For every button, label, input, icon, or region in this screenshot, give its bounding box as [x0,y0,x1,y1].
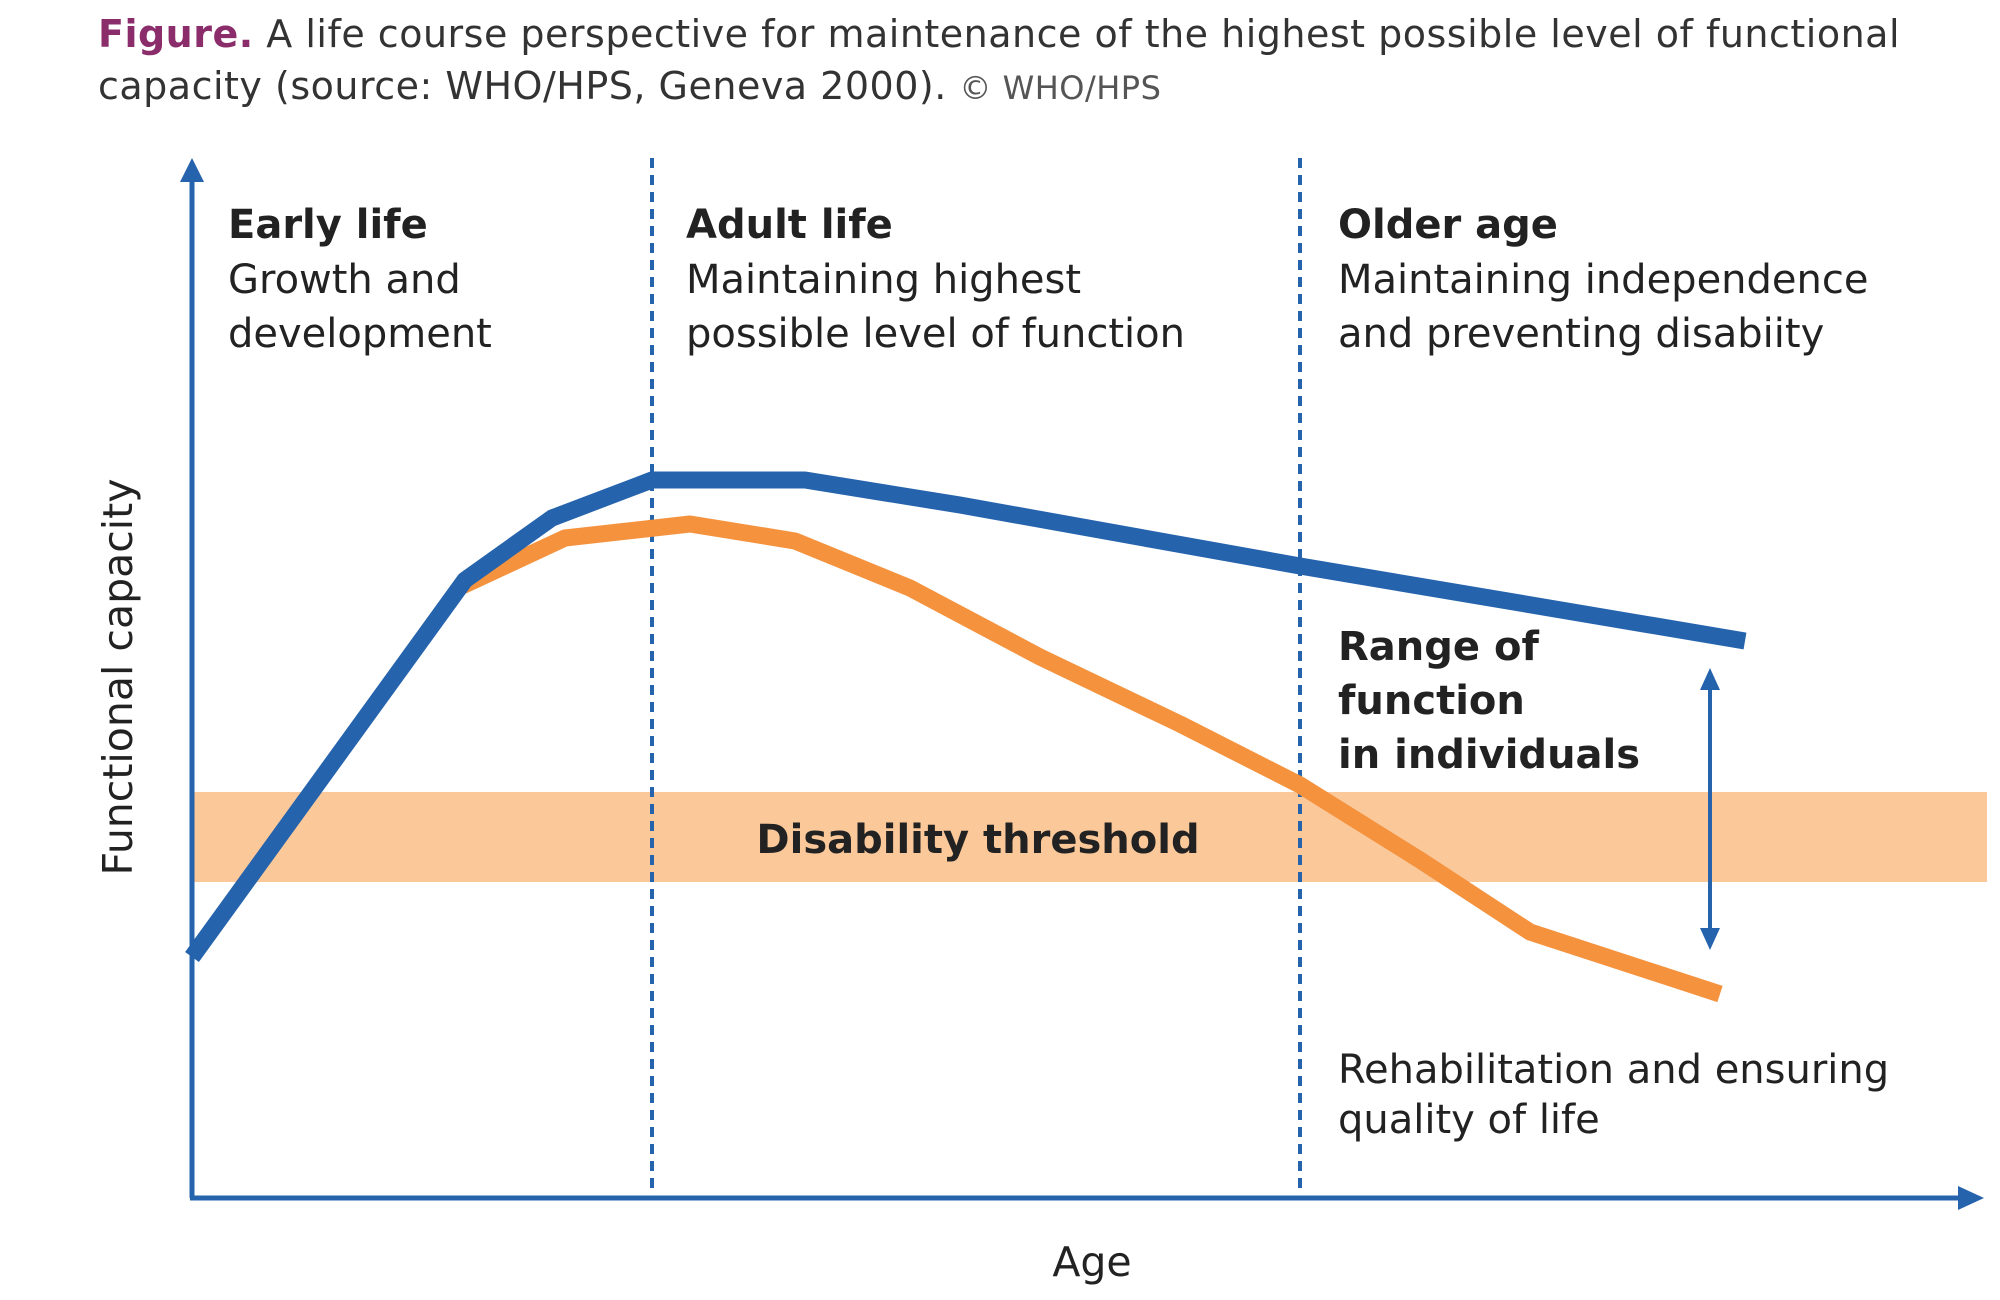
range-label-line1: Range of [1338,624,1539,670]
phase-older-line2: and preventing disabiity [1338,311,1824,357]
rehab-label-line1: Rehabilitation and ensuring [1338,1047,1889,1093]
range-label-line3: in individuals [1338,732,1640,778]
phase-early-line1: Growth and [228,257,461,303]
figure-caption: Figure. A life course perspective for ma… [98,8,1958,114]
phase-early-line2: development [228,311,492,357]
range-label-line2: function [1338,678,1525,724]
rehab-label-line2: quality of life [1338,1097,1600,1143]
phase-early-heading: Early life [228,202,428,248]
maintained-function-curve [185,471,1747,962]
range-arrow-down-head [1700,928,1720,950]
disability-threshold-label: Disability threshold [756,817,1199,863]
x-axis-label: Age [1052,1238,1131,1286]
phase-older-heading: Older age [1338,202,1558,248]
x-axis-arrowhead [1958,1186,1984,1210]
y-axis-label: Functional capacity [94,478,142,875]
phase-older-line1: Maintaining independence [1338,257,1869,303]
phase-adult-line2: possible level of function [686,311,1185,357]
copyright-notice: © WHO/HPS [959,69,1162,107]
declining-function-curve [458,515,1723,1003]
phase-adult-heading: Adult life [686,202,893,248]
figure-label: Figure. [98,12,254,56]
disability-threshold-band [192,792,1987,882]
range-arrow-up-head [1700,668,1720,690]
caption-text: A life course perspective for maintenanc… [98,12,1901,108]
phase-adult-line1: Maintaining highest [686,257,1081,303]
y-axis-arrowhead [180,158,204,182]
